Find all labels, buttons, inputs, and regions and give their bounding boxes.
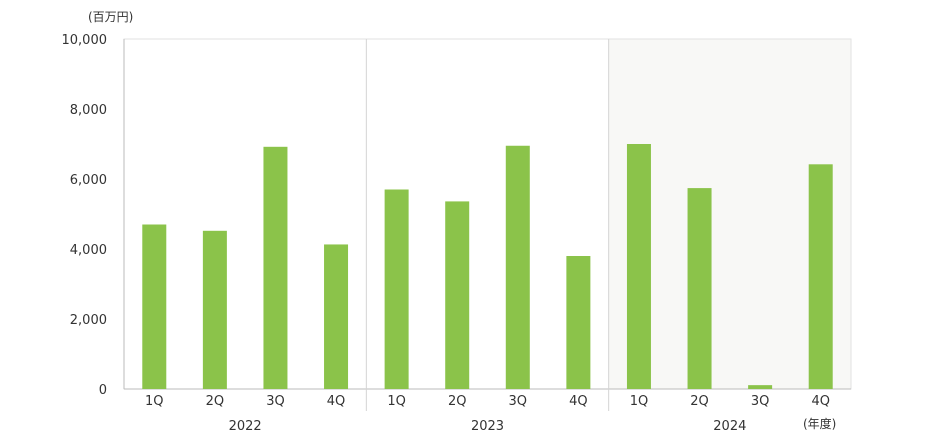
x-tick-label: 1Q [630, 394, 649, 409]
year-label-2023: 2023 [471, 419, 504, 434]
x-tick-label: 2Q [206, 394, 225, 409]
x-tick-label: 4Q [327, 394, 346, 409]
x-tick-label: 4Q [569, 394, 588, 409]
x-tick-label: 3Q [509, 394, 528, 409]
y-unit-label: (百万円) [88, 10, 133, 24]
year-label-2024: 2024 [713, 419, 746, 434]
x-tick-label: 1Q [145, 394, 164, 409]
y-tick-label: 6,000 [70, 173, 107, 188]
x-unit-label: (年度) [803, 416, 836, 431]
x-tick-label: 3Q [751, 394, 770, 409]
bar-2022-2Q [202, 230, 227, 389]
bar-2024-2Q [687, 188, 712, 389]
bar-2023-3Q [505, 145, 530, 389]
bar-2022-4Q [324, 244, 349, 389]
bar-2023-2Q [445, 201, 470, 389]
x-tick-label: 1Q [387, 394, 406, 409]
bar-2023-4Q [566, 256, 591, 389]
year-label-2022: 2022 [229, 419, 262, 434]
y-tick-label: 0 [99, 383, 107, 398]
x-tick-label: 2Q [690, 394, 709, 409]
x-tick-label: 3Q [266, 394, 285, 409]
y-tick-label: 4,000 [70, 243, 107, 258]
y-tick-label: 8,000 [70, 103, 107, 118]
bar-2024-3Q [748, 385, 773, 389]
bar-2024-1Q [626, 144, 651, 389]
y-tick-label: 10,000 [62, 33, 108, 48]
x-tick-label: 2Q [448, 394, 467, 409]
x-tick-label: 4Q [811, 394, 830, 409]
bar-2022-3Q [263, 146, 288, 389]
bar-2024-4Q [808, 164, 833, 389]
bar-2022-1Q [142, 224, 167, 389]
bar-2023-1Q [384, 189, 409, 389]
y-tick-label: 2,000 [70, 313, 107, 328]
